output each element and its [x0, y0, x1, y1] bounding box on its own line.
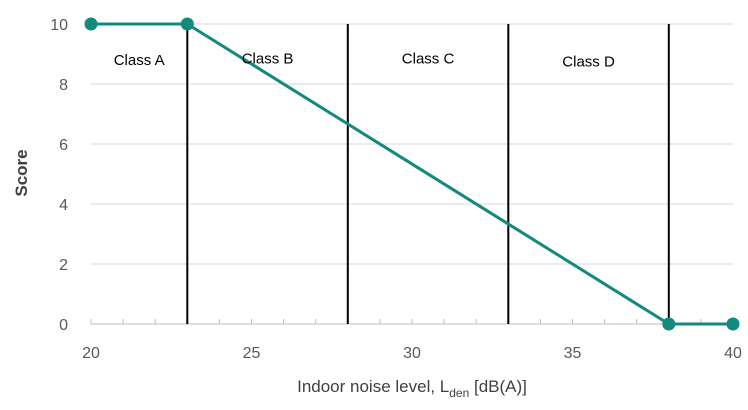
class-boundaries — [186, 24, 670, 324]
series-0-point-3 — [726, 317, 740, 331]
class-label-1: Class B — [242, 51, 294, 68]
x-axis-title-unit: [dB(A)] — [469, 377, 527, 396]
y-tick-label-8: 8 — [59, 77, 68, 94]
x-axis-title-subscript: den — [449, 386, 469, 400]
x-tick-label-30: 30 — [403, 345, 421, 362]
class-label-0: Class A — [114, 52, 165, 69]
class-label-3: Class D — [562, 54, 615, 71]
class-label-2: Class C — [402, 51, 455, 68]
series-layer — [84, 17, 740, 331]
series-0-point-2 — [662, 317, 676, 331]
y-tick-label-4: 4 — [59, 197, 68, 214]
y-tick-label-2: 2 — [59, 257, 68, 274]
tick-labels: 20 25 30 35 40 0 2 4 6 8 10 — [50, 17, 742, 362]
y-tick-label-6: 6 — [59, 137, 68, 154]
x-tick-label-20: 20 — [82, 345, 100, 362]
x-tick-label-40: 40 — [724, 345, 742, 362]
x-axis-title: Indoor noise level, Lden [dB(A)] — [297, 377, 527, 400]
class-labels: Class A Class B Class C Class D — [114, 51, 615, 71]
series-0-line — [91, 22, 733, 326]
series-0-point-0 — [84, 17, 98, 31]
x-axis-title-main: Indoor noise level, L — [297, 377, 449, 396]
x-tick-label-35: 35 — [564, 345, 582, 362]
x-tick-label-25: 25 — [243, 345, 261, 362]
y-axis-title: Score — [12, 149, 31, 196]
gridlines — [91, 23, 733, 265]
series-0-point-1 — [180, 17, 194, 31]
y-tick-label-0: 0 — [59, 317, 68, 334]
y-tick-label-10: 10 — [50, 17, 68, 34]
